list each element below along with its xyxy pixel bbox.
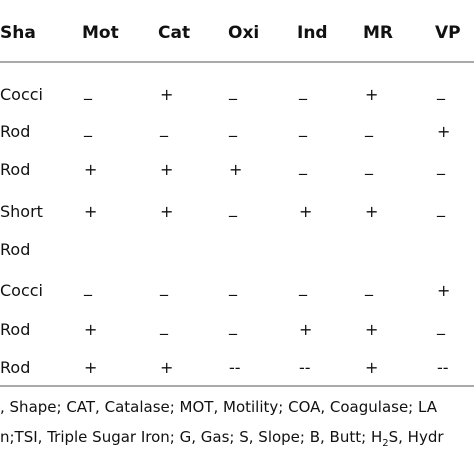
table-cell: Rod (0, 160, 30, 179)
table-cell: + (365, 202, 378, 221)
table-cell: Rod (0, 358, 30, 377)
table-cell: _ (83, 277, 93, 297)
table-cell: _ (228, 316, 238, 336)
table-cell: _ (436, 156, 446, 176)
table-cell: _ (159, 316, 169, 336)
table-cell: + (365, 320, 378, 339)
table-cell: + (160, 358, 173, 377)
table-cell: _ (364, 118, 374, 138)
column-header: Cat (158, 23, 190, 43)
table-cell: _ (159, 118, 169, 138)
table-cell: _ (228, 81, 238, 101)
table-cell: _ (298, 118, 308, 138)
table-cell: + (437, 281, 450, 300)
table-cell: _ (436, 316, 446, 336)
table-cell: + (84, 202, 97, 221)
table-cell: + (229, 160, 242, 179)
table-cell: _ (228, 198, 238, 218)
column-header: MR (363, 23, 393, 43)
column-header: Oxi (228, 23, 259, 43)
table-cell: -- (299, 358, 311, 377)
table-cell: Cocci (0, 281, 43, 300)
table-cell: _ (159, 277, 169, 297)
table-cell: Rod (0, 122, 30, 141)
table-cell: + (365, 85, 378, 104)
footnote-part: n;TSI, Triple Sugar Iron; G, Gas; S, Slo… (0, 428, 382, 446)
table-cell: _ (436, 198, 446, 218)
column-header: VP (435, 23, 461, 43)
table-cell: -- (229, 358, 241, 377)
table-cell: Cocci (0, 85, 43, 104)
table-cell: _ (83, 81, 93, 101)
table-cell: Rod (0, 320, 30, 339)
footnote: n;TSI, Triple Sugar Iron; G, Gas; S, Slo… (0, 428, 444, 449)
table-cell: + (299, 320, 312, 339)
table-cell: _ (228, 277, 238, 297)
table-cell: _ (436, 81, 446, 101)
column-header: Mot (82, 23, 119, 43)
table-cell: + (160, 160, 173, 179)
table-cell: Rod (0, 240, 30, 259)
table-cell: -- (437, 358, 449, 377)
footnote-part: 2 (382, 438, 388, 449)
table-cell: + (84, 358, 97, 377)
column-header: Ind (297, 23, 328, 43)
table-cell: _ (298, 81, 308, 101)
table-cell: _ (298, 156, 308, 176)
table-cell: + (84, 320, 97, 339)
table-cell: Short (0, 202, 43, 221)
table-cell: + (437, 122, 450, 141)
table-cell: + (84, 160, 97, 179)
table-cell: _ (298, 277, 308, 297)
table-cell: _ (83, 118, 93, 138)
table-cell: _ (364, 277, 374, 297)
table-cell: _ (364, 156, 374, 176)
footnote: , Shape; CAT, Catalase; MOT, Motility; C… (0, 398, 438, 416)
table-cell: _ (228, 118, 238, 138)
table-cell: + (160, 202, 173, 221)
footnote-part: , Shape; CAT, Catalase; MOT, Motility; C… (0, 398, 438, 416)
table-cell: + (160, 85, 173, 104)
table-cell: + (365, 358, 378, 377)
table-cell: + (299, 202, 312, 221)
footnote-part: S, Hydr (389, 428, 445, 446)
column-header: Sha (0, 23, 36, 43)
